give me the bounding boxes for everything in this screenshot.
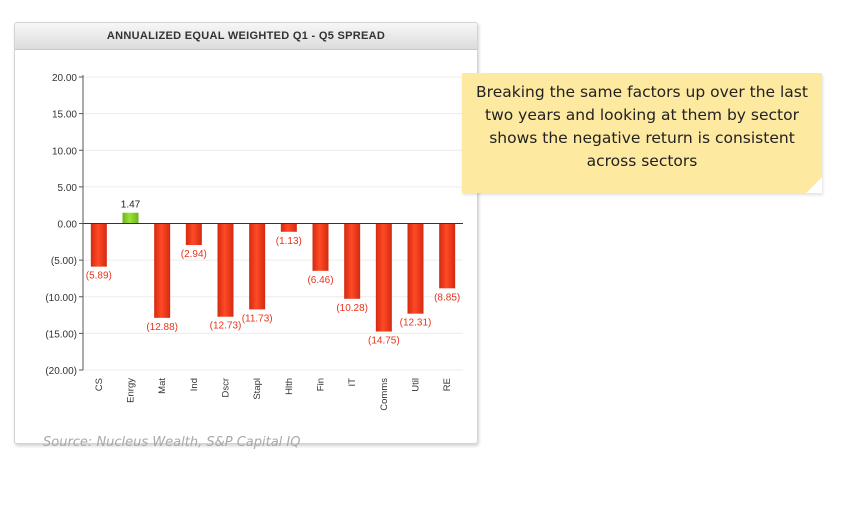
bar-value-label: (12.31): [400, 318, 432, 329]
bar-util: [407, 223, 424, 314]
chart-panel: ANNUALIZED EQUAL WEIGHTED Q1 - Q5 SPREAD…: [14, 22, 478, 450]
y-tick-label: 0.00: [58, 220, 78, 231]
bar-value-label: (5.89): [86, 271, 112, 282]
bar-comms: [375, 223, 392, 332]
chart-title: ANNUALIZED EQUAL WEIGHTED Q1 - Q5 SPREAD: [15, 23, 477, 50]
bar-value-label: (12.73): [210, 321, 242, 332]
bar-cs: [90, 223, 107, 267]
bar-ind: [185, 223, 202, 246]
y-tick-label: (20.00): [45, 366, 77, 377]
y-tick-label: (15.00): [45, 329, 77, 340]
x-tick-label: Hlth: [284, 378, 295, 395]
bar-value-label: (2.94): [181, 249, 207, 260]
x-axis-tick-labels: CS Enrgy Mat Ind Dscr Stapl Hlth Fin IT Comms Util…: [94, 378, 453, 411]
y-axis-tick-labels: 20.00 15.00 10.00 5.00 0.00 (5.00) (10.00) (15.…: [45, 73, 77, 377]
bars: [90, 212, 456, 332]
bar-value-label: (12.88): [146, 322, 178, 333]
bar-fin: [312, 223, 329, 271]
grid-lines: [79, 76, 463, 371]
bar-value-label: (1.13): [276, 236, 302, 247]
bar-value-label: (8.85): [434, 292, 460, 303]
x-tick-label: Dscr: [221, 378, 232, 398]
x-tick-label: Ind: [189, 378, 200, 391]
bar-stapl: [249, 223, 266, 310]
y-tick-label: 10.00: [52, 146, 77, 157]
x-tick-label: Comms: [379, 378, 390, 411]
bar-value-label: 1.47: [121, 200, 141, 211]
x-tick-label: IT: [347, 378, 358, 387]
bar-chart: 20.00 15.00 10.00 5.00 0.00 (5.00) (10.00) (15.…: [45, 73, 463, 411]
x-tick-label: Util: [411, 378, 422, 392]
note-folded-corner: [806, 177, 822, 193]
source-caption: Source: Nucleus Wealth, S&P Capital IQ: [43, 435, 301, 450]
sticky-note-text: Breaking the same factors up over the la…: [476, 83, 808, 170]
sticky-note: Breaking the same factors up over the la…: [462, 73, 822, 193]
x-tick-label: Fin: [316, 378, 327, 391]
bar-value-label: (10.28): [336, 303, 368, 314]
bar-hlth: [280, 223, 297, 232]
bar-mat: [154, 223, 171, 318]
bar-value-label: (14.75): [368, 336, 400, 347]
bar-value-labels: (5.89) 1.47 (12.88) (2.94) (12.73)(11.73) (1.…: [86, 200, 460, 347]
y-tick-label: (10.00): [45, 293, 77, 304]
y-tick-label: 20.00: [52, 73, 77, 84]
y-tick-label: (5.00): [51, 256, 77, 267]
bar-value-label: (6.46): [307, 275, 333, 286]
bar-re: [439, 223, 456, 289]
x-tick-label: Enrgy: [126, 378, 137, 403]
x-tick-label: Stapl: [252, 378, 263, 400]
y-tick-label: 5.00: [58, 183, 78, 194]
y-tick-label: 15.00: [52, 110, 77, 121]
bar-it: [344, 223, 361, 299]
x-tick-label: RE: [442, 378, 453, 391]
bar-dscr: [217, 223, 234, 317]
bar-value-label: (11.73): [242, 313, 273, 324]
bar-enrgy: [122, 212, 139, 224]
x-tick-label: Mat: [157, 378, 168, 394]
x-tick-label: CS: [94, 378, 105, 391]
